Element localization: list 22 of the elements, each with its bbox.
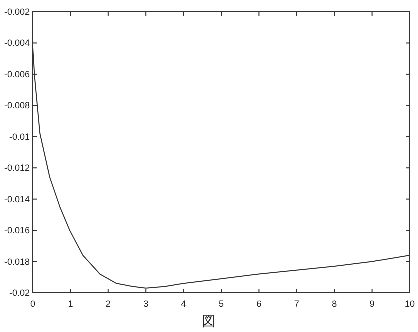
y-tick-label: -0.014: [4, 194, 30, 204]
x-tick-label: 3: [144, 299, 149, 309]
y-tick-label: -0.012: [4, 163, 30, 174]
y-tick-label: -0.018: [4, 256, 30, 267]
y-tick-label: -0.006: [4, 69, 30, 80]
y-tick-label: -0.01: [9, 132, 30, 142]
y-tick-label: -0.002: [4, 7, 30, 17]
text: 図: [202, 313, 216, 329]
y-tick-label: -0.004: [4, 38, 30, 48]
x-tick-label: 10: [404, 299, 416, 309]
y-tick-label: -0.016: [4, 226, 30, 236]
x-tick-label: 6: [256, 299, 262, 309]
y-tick-label: -0.02: [9, 288, 30, 298]
x-tick-label: 7: [294, 299, 300, 309]
x-tick-label: 9: [370, 299, 375, 309]
y-tick-label: -0.008: [4, 100, 30, 111]
x-tick-label: 0: [30, 299, 36, 309]
x-tick-label: 1: [68, 299, 74, 309]
x-tick-label: 5: [218, 299, 224, 309]
x-tick-label: 2: [106, 299, 111, 309]
x-tick-label: 4: [181, 299, 186, 309]
x-tick-label: 8: [332, 299, 338, 309]
